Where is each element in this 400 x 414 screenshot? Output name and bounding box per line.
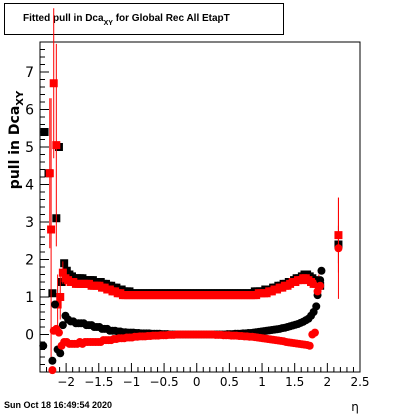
title-suffix: for Global Rec All EtapT (115, 13, 230, 24)
data-point-circle (334, 244, 343, 253)
y-axis-label-subscript: XY (15, 90, 26, 106)
footer-timestamp: Sun Oct 18 16:49:54 2020 (4, 400, 113, 410)
data-point-circle (51, 300, 60, 309)
x-tick-label: −2 (57, 375, 75, 389)
data-point-square (48, 289, 57, 298)
x-tick-label: 0 (193, 375, 201, 389)
title-subscript: XY (103, 20, 113, 27)
data-point-square (47, 225, 56, 234)
data-point-square (58, 268, 67, 277)
y-tick-label: 7 (25, 65, 34, 81)
chart-title: Fitted pull in DcaXY for Global Rec All … (23, 13, 230, 27)
y-tick-label: 4 (25, 178, 34, 194)
y-tick-label: 2 (25, 253, 34, 269)
data-point-circle (56, 349, 65, 358)
title-box: Fitted pull in DcaXY for Global Rec All … (4, 3, 284, 35)
data-point-circle (54, 328, 63, 337)
data-point-square (60, 259, 69, 268)
x-axis-label: η (351, 400, 359, 414)
x-tick-label: 2.5 (350, 375, 369, 389)
data-point-circle (312, 302, 321, 311)
y-axis-label: pull in DcaXY (7, 90, 26, 189)
x-tick-label: −0.5 (150, 375, 179, 389)
y-tick-label: 1 (25, 290, 34, 306)
y-tick-label: 0 (25, 328, 34, 344)
data-point-circle (316, 281, 325, 290)
x-tick-label: 1 (258, 375, 266, 389)
data-point-circle (317, 266, 326, 275)
x-tick-label: 2 (324, 375, 332, 389)
y-tick-label: 3 (25, 215, 34, 231)
data-point-square (40, 128, 49, 136)
data-point-circle (39, 341, 48, 350)
y-axis-label-main: pull in Dca (7, 106, 23, 189)
data-point-square (49, 79, 58, 88)
x-tick-label: 1.5 (285, 375, 304, 389)
x-tick-label: −1 (123, 375, 141, 389)
data-point-circle (310, 328, 319, 337)
data-point-circle (48, 366, 57, 375)
y-tick-label: 5 (25, 140, 34, 156)
x-tick-label: 0.5 (220, 375, 239, 389)
data-point-circle (316, 276, 325, 285)
x-tick-label: −1.5 (84, 375, 113, 389)
data-point-circle (48, 356, 57, 365)
data-point-square (45, 169, 54, 178)
title-prefix: Fitted pull in Dca (23, 13, 104, 24)
y-tick-label: 6 (25, 103, 34, 119)
data-point-square (56, 293, 65, 301)
data-point-circle (305, 341, 314, 350)
data-point-circle (58, 321, 67, 330)
y-axis-label-text: pull in DcaXY (7, 90, 26, 189)
data-point-square (52, 141, 61, 150)
